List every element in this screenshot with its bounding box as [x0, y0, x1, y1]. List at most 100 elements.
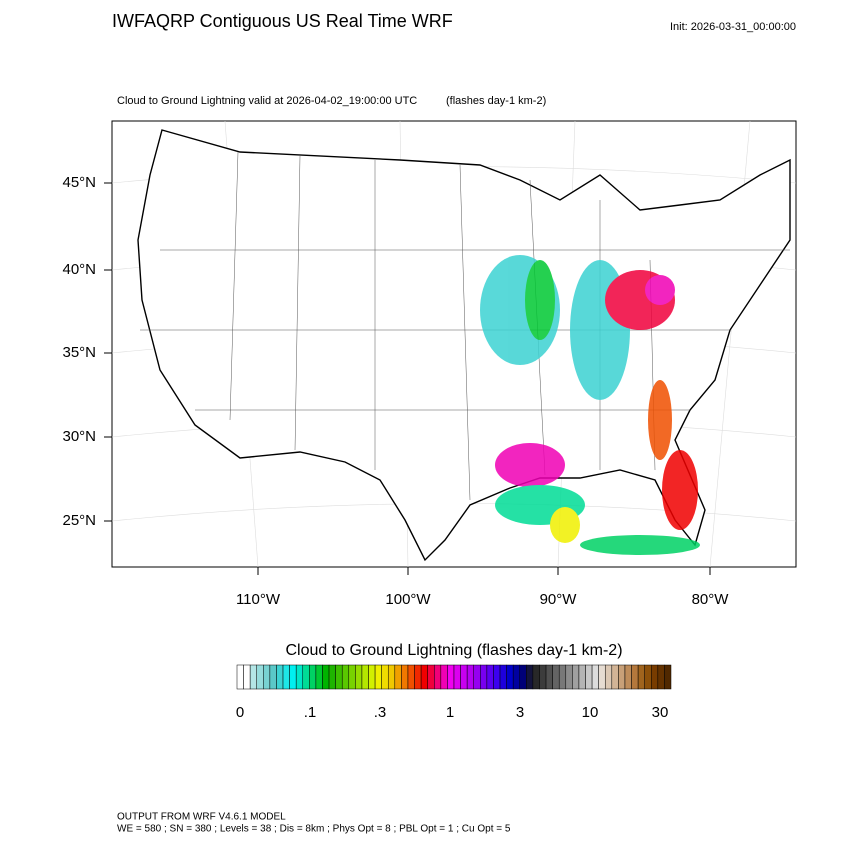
colorbar-label: .1 [304, 704, 317, 721]
colorbar: Cloud to Ground Lightning (flashes day-1… [236, 642, 672, 721]
colorbar-label: 10 [582, 704, 599, 721]
colorbar-swatch [341, 664, 350, 690]
colorbar-swatch [486, 664, 494, 690]
colorbar-swatch [644, 664, 652, 690]
colorbar-swatch [572, 664, 580, 690]
colorbar-swatch [473, 664, 481, 690]
colorbar-swatch [335, 664, 343, 690]
map-axes: 45°N 40°N 35°N 30°N 25°N 110°W 100°W 90°W 80°W [62, 174, 729, 608]
colorbar-swatch [651, 664, 659, 690]
colorbar-swatch [631, 664, 639, 690]
footer-line: OUTPUT FROM WRF V4.6.1 MODEL [117, 812, 286, 823]
colorbar-swatch [302, 664, 310, 690]
colorbar-swatch [368, 664, 376, 690]
colorbar-swatch [552, 664, 560, 690]
colorbar-swatch [434, 664, 442, 690]
map-units: (flashes day-1 km-2) [446, 95, 546, 107]
colorbar-swatch [394, 664, 402, 690]
map [111, 120, 797, 568]
colorbar-label: 1 [446, 704, 454, 721]
colorbar-swatch [664, 664, 672, 690]
colorbar-swatch [585, 664, 593, 690]
title: IWFAQRP Contiguous US Real Time WRF [112, 11, 453, 31]
colorbar-swatch [249, 664, 257, 690]
colorbar-swatch [282, 664, 290, 690]
colorbar-label: 3 [516, 704, 524, 721]
colorbar-swatch [374, 664, 382, 690]
lightning-area [550, 507, 580, 543]
colorbar-swatch [493, 664, 501, 690]
lon-label: 80°W [692, 591, 730, 608]
colorbar-swatch [328, 664, 336, 690]
lat-label: 30°N [62, 428, 96, 445]
colorbar-swatch [618, 664, 626, 690]
colorbar-title: Cloud to Ground Lightning (flashes day-1… [285, 642, 622, 659]
colorbar-swatch [414, 664, 422, 690]
lightning-area [662, 450, 698, 530]
colorbar-swatch [295, 664, 304, 690]
us-outline [137, 129, 791, 562]
colorbar-swatch [289, 664, 297, 690]
colorbar-swatch [466, 664, 474, 690]
lightning-area [648, 380, 672, 460]
colorbar-swatch [611, 664, 619, 690]
colorbar-swatch [532, 664, 540, 690]
colorbar-swatch [453, 664, 461, 690]
colorbar-swatch [309, 664, 317, 690]
colorbar-swatch [269, 664, 277, 690]
colorbar-swatch [499, 664, 507, 690]
colorbar-swatch [381, 664, 389, 690]
colorbar-swatch [401, 664, 409, 690]
init-time: Init: 2026-03-31_00:00:00 [670, 21, 796, 33]
colorbar-label: 30 [652, 704, 669, 721]
lightning-field [480, 255, 700, 555]
colorbar-swatch [506, 664, 514, 690]
colorbar-swatch [348, 664, 356, 690]
colorbar-swatch [243, 664, 251, 690]
colorbar-label: .3 [374, 704, 387, 721]
colorbar-swatch [440, 664, 448, 690]
colorbar-label: 0 [236, 704, 244, 721]
colorbar-swatch [598, 664, 606, 690]
colorbar-swatch [591, 664, 599, 690]
lat-label: 40°N [62, 261, 96, 278]
colorbar-swatch [276, 664, 284, 690]
colorbar-swatch [256, 664, 264, 690]
colorbar-swatch [604, 664, 613, 690]
colorbar-swatch [512, 664, 521, 690]
colorbar-swatch [624, 664, 632, 690]
colorbar-swatch [578, 664, 586, 690]
colorbar-swatch [407, 664, 415, 690]
colorbar-swatch [565, 664, 573, 690]
colorbar-swatch [447, 664, 455, 690]
lat-label: 25°N [62, 512, 96, 529]
colorbar-swatch [387, 664, 396, 690]
lon-label: 110°W [236, 591, 281, 608]
colorbar-swatch [236, 664, 244, 690]
map-subtitle: Cloud to Ground Lightning valid at 2026-… [117, 95, 417, 107]
lightning-area [645, 275, 675, 305]
colorbar-swatch [558, 664, 567, 690]
lat-label: 45°N [62, 174, 96, 191]
colorbar-swatch [519, 664, 527, 690]
lon-label: 90°W [540, 591, 578, 608]
colorbar-swatch [657, 664, 665, 690]
colorbar-swatch [637, 664, 645, 690]
lightning-area [525, 260, 555, 340]
colorbar-swatch [539, 664, 547, 690]
colorbar-swatch [526, 664, 534, 690]
colorbar-swatch [460, 664, 468, 690]
colorbar-swatch [361, 664, 369, 690]
lat-label: 35°N [62, 344, 96, 361]
lightning-area [495, 443, 565, 487]
colorbar-swatch [322, 664, 330, 690]
lightning-area [580, 535, 700, 555]
colorbar-swatch [480, 664, 488, 690]
colorbar-swatch [427, 664, 435, 690]
lon-label: 100°W [385, 591, 431, 608]
colorbar-swatch [315, 664, 323, 690]
colorbar-swatch [420, 664, 428, 690]
